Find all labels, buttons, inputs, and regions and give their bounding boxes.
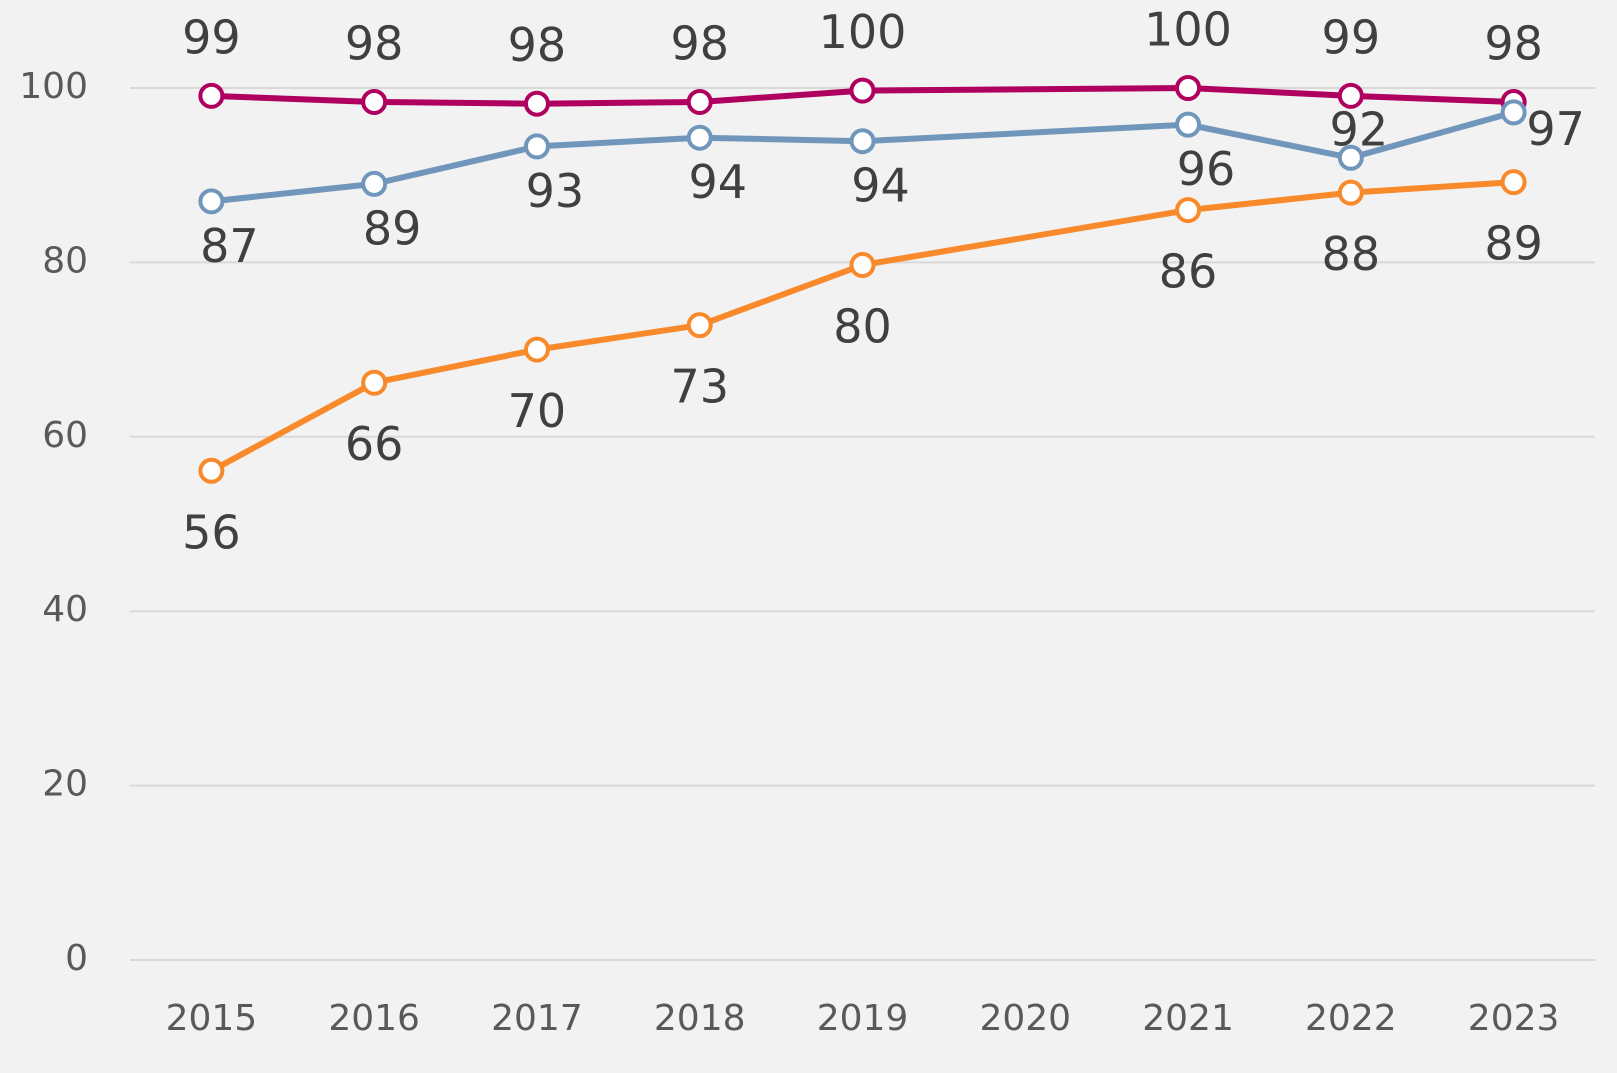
point	[686, 312, 713, 339]
data-label: 100	[819, 5, 907, 59]
point	[361, 170, 388, 197]
y-tick-label: 60	[42, 415, 88, 456]
y-tick-label: 0	[65, 938, 88, 979]
point	[1500, 99, 1527, 126]
data-label: 80	[833, 300, 892, 354]
point	[361, 369, 388, 396]
data-label: 98	[345, 16, 404, 70]
x-tick-label: 2022	[1305, 998, 1397, 1039]
data-label: 73	[670, 360, 729, 414]
point	[686, 124, 713, 151]
data-label: 100	[1144, 3, 1232, 57]
point	[1337, 179, 1364, 206]
point	[523, 90, 550, 117]
point	[198, 188, 225, 215]
x-tick-label: 2016	[328, 998, 420, 1039]
point	[198, 457, 225, 484]
point	[1175, 197, 1202, 224]
point	[198, 82, 225, 109]
data-label: 98	[508, 18, 567, 72]
point	[686, 88, 713, 115]
point	[361, 88, 388, 115]
data-label: 88	[1322, 227, 1381, 281]
x-tick-label: 2020	[979, 998, 1071, 1039]
data-label: 94	[851, 159, 910, 213]
x-tick-label: 2015	[166, 998, 258, 1039]
series-line	[211, 109, 1515, 205]
data-label: 93	[526, 164, 585, 218]
data-label: 70	[508, 384, 567, 438]
x-tick-label: 2021	[1142, 998, 1234, 1039]
point	[523, 336, 550, 363]
y-tick-label: 20	[42, 764, 88, 805]
point	[1175, 111, 1202, 138]
point	[1175, 75, 1202, 101]
data-label: 96	[1177, 142, 1236, 196]
data-label: 56	[182, 505, 241, 559]
point	[849, 252, 876, 279]
point	[849, 128, 876, 155]
data-label: 97	[1526, 102, 1585, 156]
data-label: 89	[1484, 217, 1543, 271]
point	[849, 77, 876, 104]
data-label: 92	[1330, 102, 1389, 156]
data-label: 98	[1484, 16, 1543, 70]
data-label: 66	[345, 417, 404, 471]
series-line	[211, 85, 1514, 107]
x-tick-label: 2017	[491, 998, 583, 1039]
point	[1337, 144, 1364, 171]
point	[1500, 169, 1527, 196]
data-label: 94	[688, 155, 747, 209]
data-label: 98	[670, 16, 729, 70]
y-tick-label: 100	[19, 66, 88, 107]
data-label: 99	[182, 10, 241, 64]
data-label: 86	[1159, 245, 1218, 299]
series-line	[209, 179, 1514, 474]
x-tick-label: 2019	[817, 998, 909, 1039]
x-tick-label: 2018	[654, 998, 746, 1039]
data-label: 89	[363, 201, 422, 255]
x-tick-label: 2023	[1468, 998, 1560, 1039]
point	[1337, 82, 1364, 109]
point	[523, 133, 550, 160]
y-tick-label: 40	[42, 589, 88, 630]
data-label: 99	[1322, 10, 1381, 64]
data-label: 87	[200, 219, 259, 273]
y-tick-label: 80	[42, 240, 88, 281]
